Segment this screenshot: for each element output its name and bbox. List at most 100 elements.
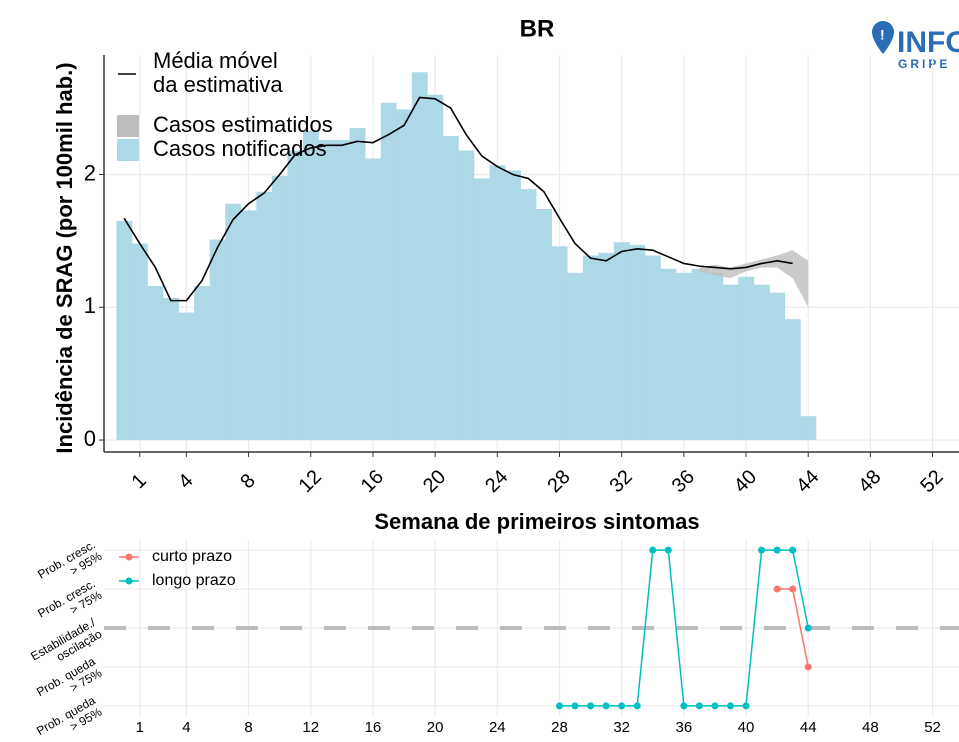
moving-average-line <box>123 96 793 302</box>
x-tick-label: 8 <box>236 470 259 493</box>
legend-point <box>125 553 133 561</box>
bar <box>489 165 506 441</box>
bar <box>318 139 335 441</box>
x-tick-label: 1 <box>136 719 144 736</box>
bar <box>644 255 661 441</box>
bar <box>551 246 568 441</box>
bar <box>520 189 537 441</box>
point <box>649 546 657 554</box>
point <box>602 702 610 710</box>
bar <box>163 297 179 441</box>
bar <box>209 239 226 441</box>
bar <box>676 272 692 441</box>
bar <box>613 242 630 441</box>
bar <box>707 272 724 441</box>
x-tick-label: 1 <box>128 470 151 493</box>
point <box>664 546 672 554</box>
point <box>711 702 719 710</box>
legend-label: longo prazo <box>152 572 236 589</box>
point <box>555 702 563 710</box>
point <box>587 702 595 710</box>
x-axis-title: Semana de primeiros sintomas <box>374 509 699 534</box>
bar <box>582 255 599 441</box>
x-tick-label: 4 <box>182 719 190 736</box>
x-tick-label: 12 <box>302 719 319 736</box>
x-tick-label: 8 <box>244 719 252 736</box>
logo-mark: ! <box>880 27 885 43</box>
point <box>633 702 641 710</box>
bar <box>738 276 755 441</box>
bar <box>411 72 428 441</box>
bar <box>629 244 646 441</box>
bar <box>194 286 211 441</box>
bar <box>505 170 521 441</box>
bar <box>334 139 350 441</box>
bar <box>442 135 459 441</box>
chart-title: BR <box>520 15 555 42</box>
legend-swatch <box>117 115 139 137</box>
bar <box>116 220 133 441</box>
point <box>758 546 766 554</box>
point <box>804 663 812 671</box>
x-tick-label: 16 <box>357 466 388 497</box>
legend-label: Média móvel da estimativa <box>153 48 283 97</box>
bar <box>131 243 148 441</box>
x-tick-label: 48 <box>862 719 879 736</box>
x-tick-label: 44 <box>792 466 823 497</box>
x-tick-label: 32 <box>606 466 637 497</box>
bar <box>769 292 786 441</box>
x-tick-label: 32 <box>613 719 630 736</box>
bar <box>396 109 413 441</box>
legend-point <box>125 577 133 585</box>
y-tick-label: Prob. queda> 95% <box>34 693 105 742</box>
point <box>571 702 579 710</box>
x-tick-label: 28 <box>551 719 568 736</box>
bar <box>722 284 739 441</box>
legend-label: curto prazo <box>152 548 232 565</box>
estimate-band <box>699 250 809 308</box>
y-tick-label: 2 <box>84 160 96 185</box>
x-tick-label: 52 <box>916 466 947 497</box>
point <box>695 702 703 710</box>
point <box>773 546 781 554</box>
bar <box>784 319 801 441</box>
bar <box>240 210 257 441</box>
x-tick-label: 36 <box>668 466 699 497</box>
bar <box>660 268 677 441</box>
bar <box>271 175 288 441</box>
point <box>618 702 626 710</box>
x-tick-label: 24 <box>489 719 506 736</box>
x-tick-label: 28 <box>543 466 574 497</box>
bar <box>380 102 397 441</box>
bar <box>225 203 242 441</box>
point <box>680 702 688 710</box>
x-tick-label: 40 <box>730 466 761 497</box>
bar <box>753 284 770 441</box>
point <box>726 702 734 710</box>
bar <box>147 286 164 441</box>
point <box>804 624 812 632</box>
bar <box>598 252 615 441</box>
logo-icon <box>872 21 894 54</box>
legend-label: Casos estimatidos <box>153 112 333 137</box>
x-tick-label: 40 <box>738 719 755 736</box>
legend-label: Casos notificados <box>153 136 327 161</box>
x-tick-label: 24 <box>481 466 512 497</box>
x-tick-label: 20 <box>419 466 450 497</box>
x-tick-label: 44 <box>800 719 817 736</box>
x-tick-label: 52 <box>924 719 941 736</box>
x-tick-label: 20 <box>427 719 444 736</box>
legend-swatch <box>117 139 139 161</box>
bar <box>800 416 817 441</box>
logo-subtext: GRIPE <box>898 57 950 71</box>
bar <box>427 94 444 441</box>
y-axis-title: Incidência de SRAG (por 100mil hab.) <box>52 62 77 453</box>
point <box>742 702 750 710</box>
bar <box>302 130 319 441</box>
x-tick-label: 12 <box>295 466 326 497</box>
bar <box>536 209 553 441</box>
bar <box>691 268 708 441</box>
bar <box>178 312 195 441</box>
bar <box>365 158 382 441</box>
